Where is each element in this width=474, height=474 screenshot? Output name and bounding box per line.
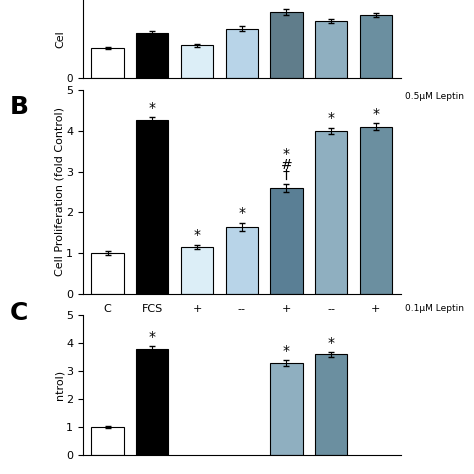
Bar — [360, 15, 392, 78]
Text: *: * — [193, 228, 201, 242]
Y-axis label: ntrol): ntrol) — [55, 370, 65, 400]
Text: *: * — [238, 206, 245, 220]
Text: 0.5μg/ml: 0.5μg/ml — [332, 332, 375, 342]
Text: +: + — [282, 103, 291, 113]
Text: --: -- — [327, 304, 335, 314]
Text: 0.2μg/ml: 0.2μg/ml — [244, 129, 284, 138]
Bar — [315, 21, 347, 78]
Bar — [315, 131, 347, 294]
Y-axis label: Cell Proliferation (fold Control): Cell Proliferation (fold Control) — [55, 108, 65, 276]
Bar — [315, 355, 347, 455]
Text: 0.1μM Leptin: 0.1μM Leptin — [405, 304, 464, 313]
Bar — [360, 127, 392, 294]
Text: sPLA₂: sPLA₂ — [293, 147, 324, 157]
Text: +: + — [372, 103, 380, 113]
Text: 0.2μg/ml.: 0.2μg/ml. — [241, 332, 287, 342]
Bar — [91, 48, 124, 78]
Text: +: + — [193, 103, 201, 113]
Text: 0.5μg/ml: 0.5μg/ml — [333, 129, 374, 138]
Bar — [226, 28, 258, 78]
Text: *: * — [283, 344, 290, 358]
Text: FCS: FCS — [142, 103, 162, 113]
Bar — [91, 253, 124, 294]
Text: --: -- — [238, 304, 246, 314]
Text: sPLA₂: sPLA₂ — [292, 348, 326, 361]
Bar — [270, 12, 302, 78]
Bar — [91, 427, 124, 455]
Text: *: * — [149, 330, 156, 344]
Bar — [136, 349, 168, 455]
Text: C: C — [104, 103, 111, 113]
Bar — [270, 188, 302, 294]
Text: --: -- — [238, 103, 246, 113]
Text: B: B — [9, 95, 28, 119]
Text: †: † — [283, 168, 290, 182]
Bar — [136, 33, 168, 78]
Text: +: + — [192, 304, 202, 314]
Text: *: * — [283, 147, 290, 161]
Text: 0.5μM Leptin: 0.5μM Leptin — [405, 92, 464, 101]
Text: C: C — [104, 304, 111, 314]
Text: #: # — [281, 157, 292, 172]
Text: FCS: FCS — [142, 304, 163, 314]
Text: --: -- — [328, 103, 335, 113]
Bar — [181, 45, 213, 78]
Y-axis label: Cel: Cel — [55, 30, 65, 48]
Bar — [136, 120, 168, 294]
Text: *: * — [149, 100, 156, 115]
Bar — [270, 363, 302, 455]
Text: *: * — [328, 336, 335, 350]
Bar — [226, 227, 258, 294]
Text: *: * — [373, 107, 379, 121]
Bar — [181, 247, 213, 294]
Text: C: C — [9, 301, 28, 325]
Text: +: + — [282, 304, 291, 314]
Text: *: * — [328, 111, 335, 125]
Text: +: + — [371, 304, 381, 314]
